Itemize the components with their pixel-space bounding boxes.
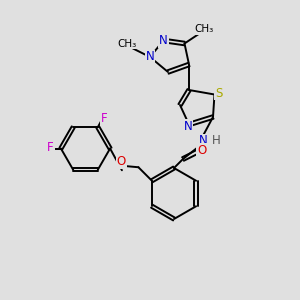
Text: N: N (184, 119, 193, 133)
Text: O: O (197, 143, 206, 157)
Text: O: O (117, 155, 126, 168)
Text: N: N (159, 34, 168, 47)
Text: F: F (101, 112, 108, 125)
Text: CH₃: CH₃ (194, 24, 214, 34)
Text: S: S (215, 86, 223, 100)
Text: N: N (199, 134, 208, 148)
Text: H: H (212, 134, 220, 148)
Text: CH₃: CH₃ (118, 38, 137, 49)
Text: N: N (146, 50, 154, 64)
Text: F: F (47, 141, 54, 154)
